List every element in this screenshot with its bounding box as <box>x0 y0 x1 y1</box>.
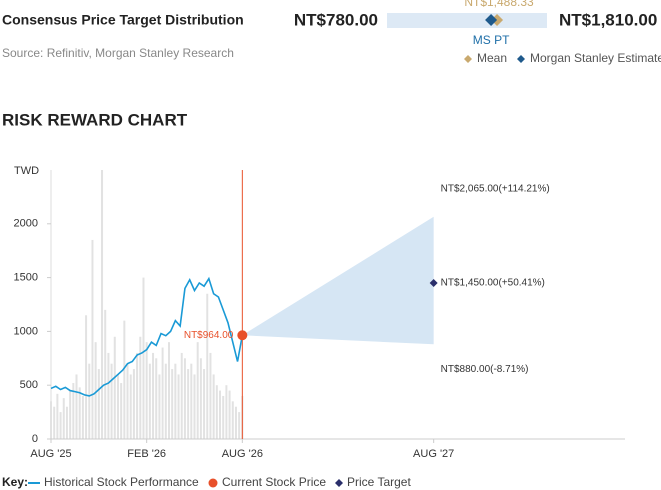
key-swatch <box>335 479 343 487</box>
volume-bar <box>85 315 88 439</box>
volume-bar <box>101 170 104 439</box>
volume-bar <box>129 374 132 439</box>
y-tick-label: 2000 <box>14 218 38 230</box>
volume-bar <box>142 277 145 439</box>
volume-bar <box>206 293 209 439</box>
volume-bar <box>97 369 100 439</box>
volume-bar <box>107 352 110 439</box>
legend-swatch <box>517 55 525 63</box>
price-target-marker <box>429 278 438 287</box>
volume-bar <box>231 401 234 439</box>
ms-pt-marker <box>485 14 498 26</box>
volume-bar <box>228 390 231 439</box>
volume-bar <box>219 390 222 439</box>
chart-title: RISK REWARD CHART <box>2 110 188 129</box>
volume-bar <box>171 369 174 439</box>
y-tick-label: 1500 <box>14 272 38 284</box>
legend-swatch <box>464 55 472 63</box>
volume-bar <box>110 363 113 439</box>
volume-bar <box>65 406 68 439</box>
ms-pt-label: MS PT <box>473 33 510 47</box>
volume-bar <box>161 347 164 439</box>
y-axis-label: TWD <box>14 165 39 177</box>
legend-entry: Mean <box>477 51 507 65</box>
volume-bar <box>209 352 212 439</box>
volume-bar <box>53 406 56 439</box>
scenario-label: NT$2,065.00(+114.21%) <box>441 183 550 194</box>
volume-bar <box>152 352 155 439</box>
scenario-label: NT$1,450.00(+50.41%) <box>441 278 545 289</box>
title: Consensus Price Target Distribution <box>2 12 244 28</box>
current-price-label: NT$964.00 <box>184 330 234 341</box>
volume-bar <box>91 239 94 439</box>
key-entry: Price Target <box>347 475 411 489</box>
volume-bar <box>199 358 202 439</box>
x-tick-label: AUG '26 <box>222 448 263 460</box>
x-tick-label: AUG '25 <box>30 448 71 460</box>
volume-bar <box>139 336 142 439</box>
volume-bar <box>88 363 91 439</box>
key-label: Key: <box>2 475 28 489</box>
volume-bar <box>238 412 241 439</box>
volume-bar <box>183 358 186 439</box>
volume-bar <box>123 320 126 439</box>
volume-bar <box>94 342 97 439</box>
key-entry: Historical Stock Performance <box>44 475 199 489</box>
y-tick-label: 1000 <box>14 325 38 337</box>
volume-bar <box>193 374 196 439</box>
volume-bar <box>78 387 81 439</box>
key-swatch <box>208 478 218 488</box>
volume-bar <box>148 363 151 439</box>
volume-bar <box>59 412 62 439</box>
distribution-bar <box>387 13 547 28</box>
volume-bar <box>225 385 228 439</box>
volume-bar <box>234 406 237 439</box>
volume-bar <box>180 352 183 439</box>
volume-bar <box>75 374 78 439</box>
volume-bar <box>164 363 167 439</box>
volume-bar <box>56 393 59 439</box>
volume-bar <box>136 352 139 439</box>
volume-bar <box>190 363 193 439</box>
volume-bar <box>69 390 72 439</box>
volume-bar <box>126 363 129 439</box>
key-entry: Current Stock Price <box>222 475 326 489</box>
volume-bar <box>132 369 135 439</box>
volume-bar <box>62 398 65 439</box>
volume-bar <box>222 395 225 439</box>
high-target: NT$1,810.00 <box>559 10 657 29</box>
history-line <box>50 276 244 397</box>
current-price-dot <box>237 330 248 341</box>
volume-bar <box>50 401 52 439</box>
volume-bar <box>215 385 218 439</box>
target-cone <box>242 216 434 345</box>
volume-bar <box>158 374 161 439</box>
volume-bar <box>177 374 180 439</box>
volume-bar <box>167 342 170 439</box>
x-tick-label: AUG '27 <box>413 448 454 460</box>
volume-bar <box>155 358 158 439</box>
volume-bar <box>72 383 75 439</box>
y-tick-label: 500 <box>20 379 38 391</box>
volume-bar <box>116 374 119 439</box>
legend-entry: Morgan Stanley Estimates <box>530 51 661 65</box>
volume-bar <box>212 374 215 439</box>
volume-bar <box>203 369 206 439</box>
source: Source: Refinitiv, Morgan Stanley Resear… <box>2 46 234 60</box>
volume-bar <box>145 342 148 439</box>
volume-bar <box>120 383 123 439</box>
volume-bar <box>104 309 107 439</box>
volume-bar <box>113 336 116 439</box>
volume-bar <box>196 342 199 439</box>
x-tick-label: FEB '26 <box>127 448 166 460</box>
y-tick-label: 0 <box>32 433 38 445</box>
scenario-label: NT$880.00(-8.71%) <box>441 364 529 375</box>
volume-bar <box>174 363 177 439</box>
volume-bar <box>81 395 84 439</box>
low-target: NT$780.00 <box>294 10 378 29</box>
mean-label: NT$1,488.33 <box>464 0 534 9</box>
volume-bar <box>187 369 190 439</box>
